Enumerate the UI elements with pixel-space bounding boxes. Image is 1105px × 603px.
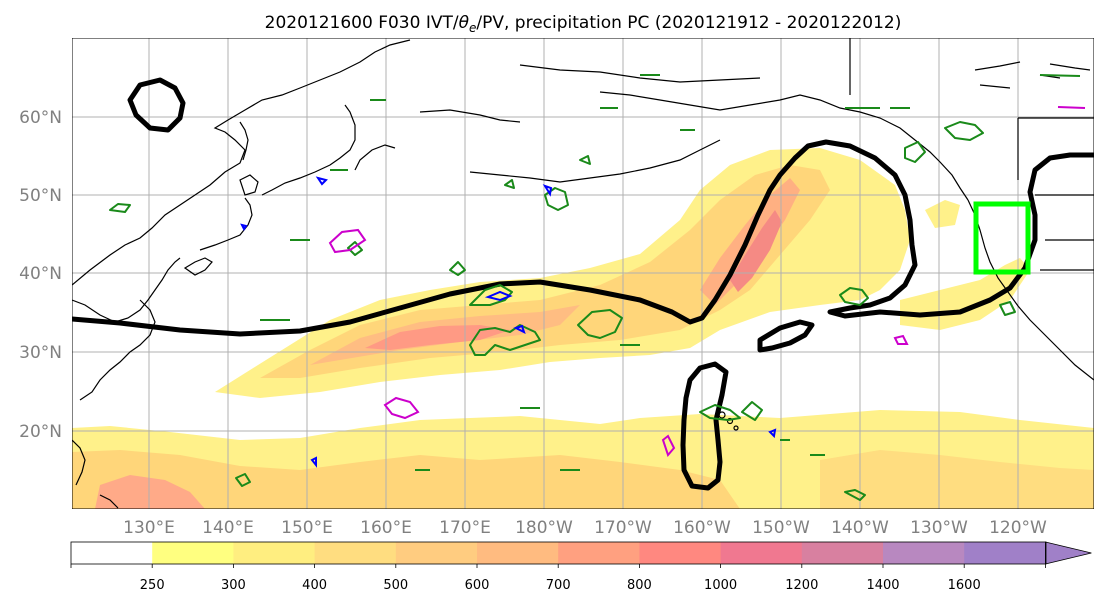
lat-label: 30°N — [19, 343, 62, 363]
colorbar-segment — [801, 542, 884, 564]
colorbar-segment — [883, 542, 965, 564]
lat-label: 50°N — [19, 186, 62, 206]
colorbar-segment — [720, 542, 803, 564]
latitude-labels: 60°N 50°N 40°N 30°N 20°N — [19, 108, 62, 442]
lon-label: 130°W — [910, 518, 968, 538]
colorbar-segments — [71, 542, 1046, 564]
lat-label: 20°N — [19, 422, 62, 442]
colorbar-segment — [558, 542, 640, 564]
colorbar-tick-label: 500 — [383, 578, 408, 593]
ivt-river-core — [365, 325, 510, 350]
colorbar-tick-label: 300 — [221, 578, 246, 593]
colorbar-tick-label: 800 — [627, 578, 652, 593]
colorbar-segment — [233, 542, 316, 564]
colorbar-segment — [477, 542, 559, 564]
colorbar-ticks: 250 300 400 500 600 700 800 1000 1200 1400 1600 — [70, 564, 1046, 593]
pv-closed-contour-south — [680, 361, 729, 491]
colorbar-tick-label: 250 — [140, 578, 165, 593]
pv-contours — [72, 77, 1094, 491]
ivt-shading — [72, 148, 1094, 509]
precip-contours — [109, 74, 1081, 501]
ivt-band-south-east — [820, 450, 1094, 509]
colorbar: 250 300 400 500 600 700 800 1000 1200 1400 1600 — [70, 541, 1092, 593]
colorbar-segment — [395, 542, 478, 564]
pv-closed-contour-mid — [757, 319, 815, 353]
lon-label: 170°W — [594, 518, 652, 538]
lat-label: 40°N — [19, 264, 62, 284]
colorbar-segment — [639, 542, 722, 564]
ivt-coast-patch — [925, 200, 960, 228]
colorbar-segment — [152, 542, 234, 564]
lon-label: 120°W — [989, 518, 1047, 538]
figure-title: 2020121600 F030 IVT/θe/PV, precipitation… — [265, 13, 902, 35]
ivt-band-south-core — [95, 475, 205, 509]
pv-closed-contour-north — [127, 77, 186, 133]
lon-label: 140°W — [831, 518, 889, 538]
map-panel — [72, 38, 1094, 509]
lon-label: 130°E — [123, 518, 175, 538]
lat-label: 60°N — [19, 108, 62, 128]
pv-main-contour — [72, 139, 1094, 337]
colorbar-tick-label: 700 — [546, 578, 571, 593]
colorbar-tick-label: 400 — [302, 578, 327, 593]
colorbar-tick-label: 600 — [465, 578, 490, 593]
colorbar-segment — [964, 542, 1046, 564]
lon-label: 160°E — [360, 518, 412, 538]
target-region-box — [973, 201, 1031, 275]
ivt-river-core-east — [730, 210, 782, 292]
colorbar-tick-label: 1600 — [948, 578, 981, 593]
colorbar-tick-label: 1200 — [785, 578, 818, 593]
theta-contours-magenta — [328, 106, 1086, 457]
ivt-river-mid — [260, 165, 830, 378]
colorbar-tick-label: 1400 — [866, 578, 899, 593]
lon-label: 160°W — [673, 518, 731, 538]
theta-contours-blue — [240, 176, 777, 468]
lon-label: 150°W — [752, 518, 810, 538]
colorbar-extend-arrow — [1045, 541, 1092, 565]
ivt-band-south-inner — [72, 450, 740, 509]
longitude-labels: 130°E 140°E 150°E 160°E 170°E 180°W 170°… — [123, 518, 1047, 538]
lon-label: 140°E — [202, 518, 254, 538]
colorbar-segment — [314, 542, 397, 564]
lon-label: 170°E — [439, 518, 491, 538]
lon-label: 180°W — [515, 518, 573, 538]
lon-label: 150°E — [281, 518, 333, 538]
graticule-grid — [72, 38, 1094, 509]
colorbar-segment — [71, 542, 153, 564]
colorbar-tick-label: 1000 — [704, 578, 737, 593]
